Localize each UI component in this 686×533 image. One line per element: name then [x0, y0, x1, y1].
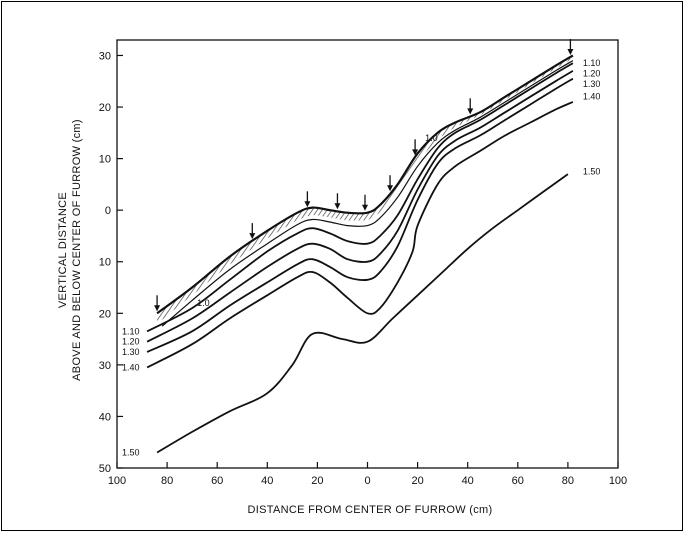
contour-label: 1.0 [197, 298, 210, 308]
y-tick-label: 10 [99, 257, 111, 269]
contour-label: 1.10 [122, 326, 140, 336]
x-tick-label: 40 [462, 475, 474, 487]
soil-surface-hatching [156, 54, 574, 321]
sampling-arrow [334, 193, 341, 210]
contour-label: 1.30 [583, 79, 601, 89]
y-axis-ticks: 30 20 10 0 10 20 30 40 50 [99, 50, 123, 475]
contour-label: 1.20 [122, 337, 140, 347]
x-tick-label: 60 [211, 475, 223, 487]
contour-line-1-10 [146, 62, 574, 333]
y-tick-label: 0 [105, 205, 111, 217]
contour-line-1-0 [161, 60, 574, 327]
y-tick-label: 30 [99, 360, 111, 372]
x-tick-label: 80 [161, 475, 173, 487]
y-tick-label: 20 [99, 308, 111, 320]
contour-label: 1.40 [583, 92, 601, 102]
y-axis-title-line2: ABOVE AND BELOW CENTER OF FURROW (cm) [71, 119, 83, 381]
contour-label: 1.0 [425, 133, 438, 143]
sampling-arrow [361, 194, 368, 211]
contour-label: 1.20 [583, 69, 601, 79]
plot-area [116, 39, 619, 469]
contour-label: 1.10 [583, 58, 601, 68]
sampling-arrow [249, 223, 256, 240]
y-tick-label: 40 [99, 411, 111, 423]
contour-label: 1.50 [583, 166, 601, 176]
plot-border [116, 39, 619, 469]
soil-surface-line [156, 54, 574, 315]
x-tick-label: 100 [609, 475, 627, 487]
y-tick-label: 20 [99, 102, 111, 114]
contour-labels: 1.01.01.101.201.301.401.501.101.201.301.… [122, 58, 600, 457]
x-tick-label: 100 [108, 475, 126, 487]
surface-hatch-band [157, 55, 573, 321]
y-axis-title-line1: VERTICAL DISTANCE [57, 192, 69, 308]
x-tick-label: 60 [512, 475, 524, 487]
x-tick-label: 80 [562, 475, 574, 487]
density-contours [146, 60, 574, 454]
x-axis-title: DISTANCE FROM CENTER OF FURROW (cm) [248, 504, 493, 516]
contour-label: 1.30 [122, 347, 140, 357]
contour-label: 1.50 [122, 448, 140, 458]
y-tick-label: 30 [99, 50, 111, 62]
x-tick-label: 20 [311, 475, 323, 487]
sampling-arrow [412, 139, 419, 156]
contour-line-1-40 [146, 101, 574, 369]
x-tick-label: 0 [364, 475, 370, 487]
y-tick-label: 10 [99, 154, 111, 166]
sampling-arrow [154, 295, 161, 312]
x-tick-label: 20 [411, 475, 423, 487]
contour-line-1-50 [156, 173, 569, 454]
y-tick-label: 50 [99, 463, 111, 475]
x-tick-label: 40 [261, 475, 273, 487]
x-axis-ticks: 100 80 60 40 20 0 20 40 60 80 100 [108, 462, 627, 487]
sampling-arrows [154, 38, 574, 312]
sampling-arrow [567, 38, 574, 55]
contour-line-1-20 [146, 70, 574, 343]
contour-line-1-30 [146, 77, 574, 353]
sampling-arrow [467, 98, 474, 115]
contour-label: 1.40 [122, 362, 140, 372]
sampling-arrow [387, 175, 394, 192]
sampling-arrow [304, 191, 311, 208]
